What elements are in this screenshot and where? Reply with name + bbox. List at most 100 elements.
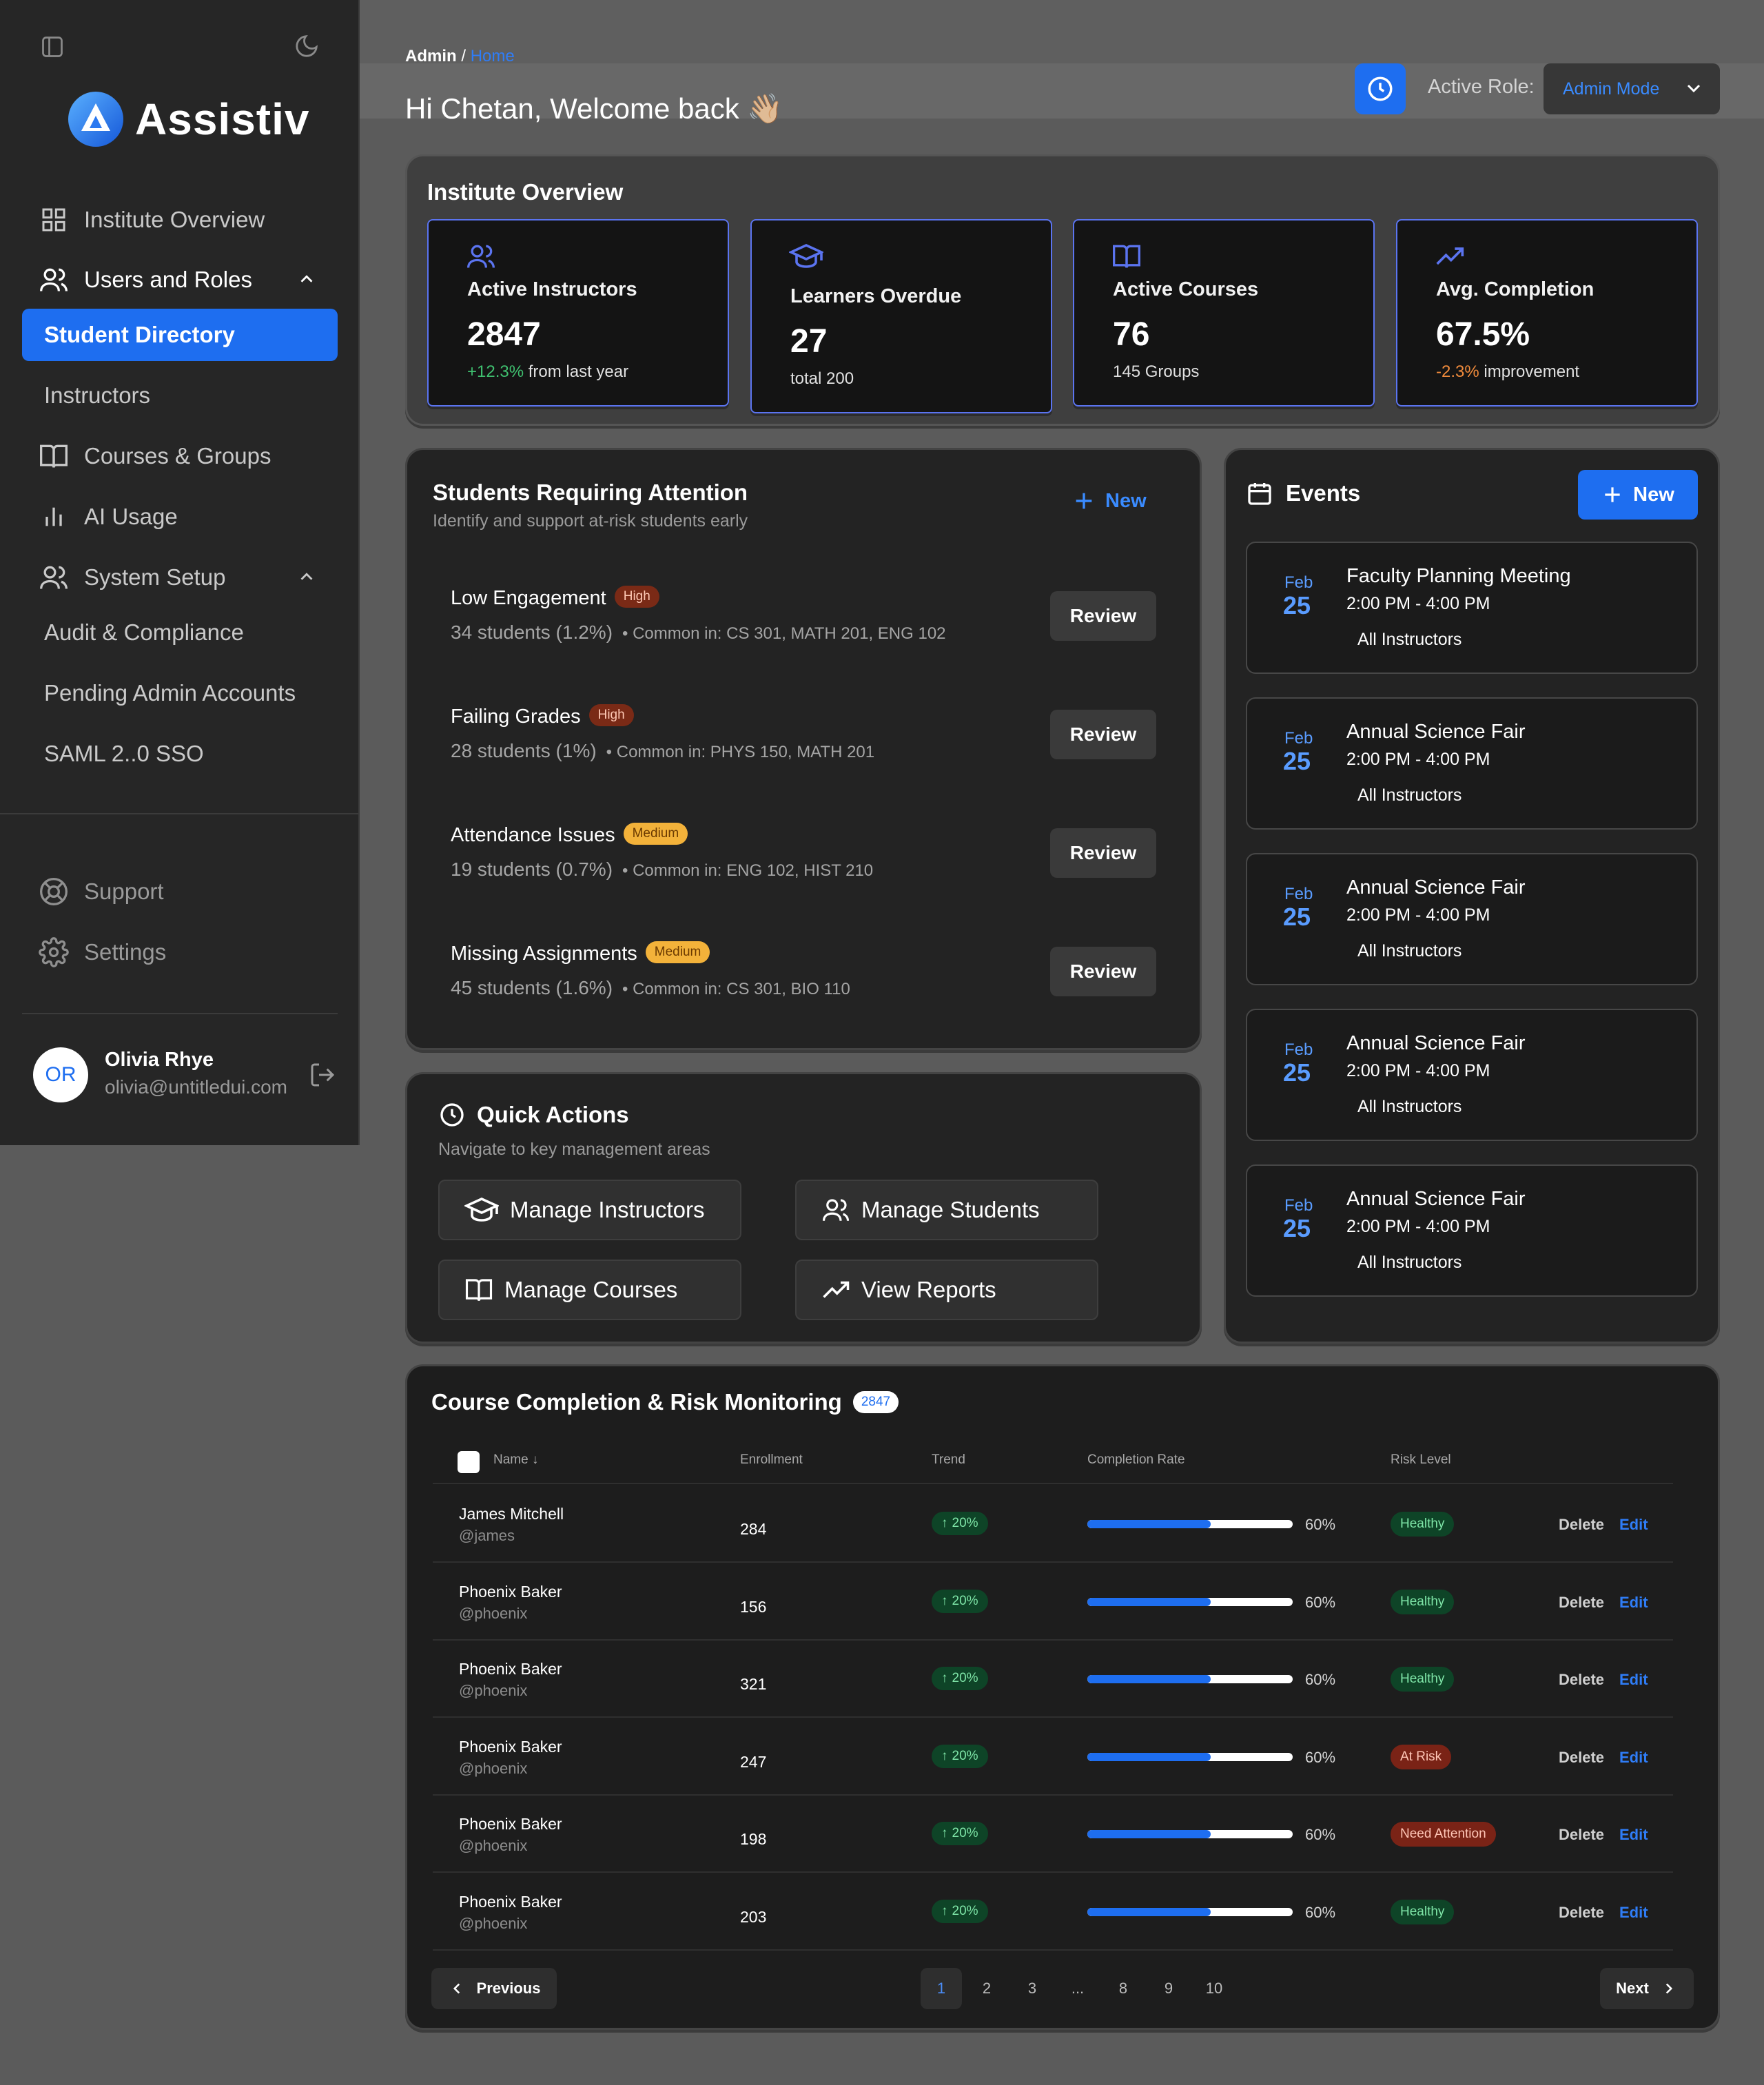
completion-bar-fill (1087, 1675, 1211, 1683)
review-button[interactable]: Review (1050, 828, 1156, 878)
attention-new-button[interactable]: New (1072, 489, 1147, 513)
delete-button[interactable]: Delete (1559, 1749, 1605, 1766)
breadcrumb-root[interactable]: Admin (405, 47, 457, 65)
breadcrumb-current[interactable]: Home (470, 47, 515, 65)
delete-button[interactable]: Delete (1559, 1904, 1605, 1921)
column-header-trend[interactable]: Trend (932, 1452, 965, 1467)
event-time: 2:00 PM - 4:00 PM (1346, 750, 1490, 769)
logout-icon[interactable] (309, 1061, 336, 1089)
stat-card-active-courses[interactable]: Active Courses 76 145 Groups (1073, 219, 1375, 407)
stat-label: Active Instructors (467, 278, 637, 300)
trend-badge: ↑ 20% (932, 1590, 988, 1613)
breadcrumb-separator: / (461, 47, 466, 65)
nav-support[interactable]: Support (22, 865, 338, 918)
nav-audit-compliance[interactable]: Audit & Compliance (22, 606, 338, 659)
active-role-select[interactable]: Admin Mode (1544, 63, 1720, 114)
edit-button[interactable]: Edit (1619, 1516, 1648, 1533)
moon-icon[interactable] (294, 33, 320, 59)
nav-ai-usage[interactable]: AI Usage (22, 491, 338, 543)
attention-item-desc: 45 students (1.6%) • Common in: CS 301, B… (451, 977, 850, 999)
select-all-checkbox[interactable] (458, 1451, 480, 1473)
stat-label: Active Courses (1113, 278, 1259, 300)
nav-pending-admin[interactable]: Pending Admin Accounts (22, 667, 338, 719)
graduation-cap-icon (789, 241, 823, 271)
edit-button[interactable]: Edit (1619, 1594, 1648, 1611)
trend-value: 20% (952, 1904, 978, 1918)
avatar[interactable]: OR (33, 1047, 88, 1102)
clock-button[interactable] (1355, 63, 1406, 114)
nav-saml-sso[interactable]: SAML 2..0 SSO (22, 728, 338, 780)
column-header-completion[interactable]: Completion Rate (1087, 1452, 1185, 1467)
nav-settings[interactable]: Settings (22, 926, 338, 978)
column-header-enrollment[interactable]: Enrollment (740, 1452, 803, 1467)
table-row[interactable]: Phoenix Baker @phoenix 156 ↑ 20% 60% Healthy De… (433, 1563, 1673, 1641)
sidebar-toggle-icon[interactable] (40, 34, 65, 59)
events-title: Events (1286, 480, 1361, 506)
table-row[interactable]: Phoenix Baker @phoenix 321 ↑ 20% 60% Healthy De… (433, 1641, 1673, 1718)
nav-users-and-roles[interactable]: Users and Roles (22, 254, 338, 306)
chevron-up-icon[interactable] (296, 269, 317, 289)
events-new-button[interactable]: New (1578, 470, 1698, 520)
table-row[interactable]: Phoenix Baker @phoenix 203 ↑ 20% 60% Healthy De… (433, 1873, 1673, 1951)
events-header: Events (1246, 480, 1360, 507)
event-card[interactable]: Feb 25 Annual Science Fair 2:00 PM - 4:0… (1246, 1164, 1698, 1297)
stat-card-avg-completion[interactable]: Avg. Completion 67.5% -2.3% improvement (1396, 219, 1698, 407)
completion-value: 60% (1305, 1904, 1336, 1921)
next-button[interactable]: Next (1600, 1968, 1694, 2009)
stat-card-learners-overdue[interactable]: Learners Overdue 27 total 200 (750, 219, 1052, 413)
nav-student-directory[interactable]: Student Directory (22, 309, 338, 361)
page-button[interactable]: 9 (1164, 1980, 1173, 1997)
view-reports-button[interactable]: View Reports (795, 1260, 1098, 1320)
severity-badge: High (614, 586, 659, 608)
severity-badge: Medium (645, 941, 710, 964)
delete-button[interactable]: Delete (1559, 1516, 1605, 1533)
edit-button[interactable]: Edit (1619, 1904, 1648, 1921)
edit-button[interactable]: Edit (1619, 1749, 1648, 1766)
completion-value: 60% (1305, 1516, 1336, 1533)
event-card[interactable]: Feb 25 Annual Science Fair 2:00 PM - 4:0… (1246, 697, 1698, 830)
page-button[interactable]: 2 (982, 1980, 992, 1997)
delete-button[interactable]: Delete (1559, 1594, 1605, 1611)
event-day: 25 (1283, 747, 1311, 775)
student-name: Phoenix Baker (459, 1660, 562, 1678)
course-completion-panel (405, 1364, 1720, 2030)
page-button[interactable]: 8 (1118, 1980, 1128, 1997)
review-button[interactable]: Review (1050, 591, 1156, 641)
edit-button[interactable]: Edit (1619, 1671, 1648, 1688)
review-button[interactable]: Review (1050, 710, 1156, 759)
page-button[interactable]: 10 (1205, 1980, 1223, 1997)
edit-button[interactable]: Edit (1619, 1826, 1648, 1843)
table-row[interactable]: Phoenix Baker @phoenix 247 ↑ 20% 60% At Risk De… (433, 1718, 1673, 1796)
student-handle: @phoenix (459, 1915, 528, 1932)
column-header-risk[interactable]: Risk Level (1391, 1452, 1451, 1467)
nav-instructors[interactable]: Instructors (22, 369, 338, 422)
completion-bar-fill (1087, 1753, 1211, 1761)
manage-students-button[interactable]: Manage Students (795, 1180, 1098, 1240)
review-button[interactable]: Review (1050, 947, 1156, 996)
nav-system-setup[interactable]: System Setup (22, 551, 338, 604)
table-row[interactable]: Phoenix Baker @phoenix 198 ↑ 20% 60% Need Atte… (433, 1796, 1673, 1873)
column-header-name[interactable]: Name ↓ (493, 1452, 538, 1468)
nav-institute-overview[interactable]: Institute Overview (22, 194, 338, 246)
event-audience: All Instructors (1357, 941, 1462, 961)
manage-instructors-button[interactable]: Manage Instructors (438, 1180, 741, 1240)
delete-button[interactable]: Delete (1559, 1671, 1605, 1688)
nav-courses-groups[interactable]: Courses & Groups (22, 430, 338, 482)
event-card[interactable]: Feb 25 Faculty Planning Meeting 2:00 PM … (1246, 542, 1698, 674)
delete-button[interactable]: Delete (1559, 1826, 1605, 1843)
event-card[interactable]: Feb 25 Annual Science Fair 2:00 PM - 4:0… (1246, 1009, 1698, 1141)
page-title: Hi Chetan, Welcome back 👋🏼 (405, 92, 783, 125)
chevron-up-icon[interactable] (296, 566, 317, 587)
nav-label: Users and Roles (84, 267, 252, 292)
manage-courses-button[interactable]: Manage Courses (438, 1260, 741, 1320)
page-button[interactable]: 1 (921, 1968, 962, 2009)
previous-button[interactable]: Previous (431, 1968, 557, 2009)
stat-card-active-instructors[interactable]: Active Instructors 2847 +12.3% from last… (427, 219, 729, 407)
page-button[interactable]: 3 (1027, 1980, 1037, 1997)
sidebar-divider (0, 813, 358, 814)
trending-up-icon (1435, 241, 1465, 271)
table-row[interactable]: James Mitchell @james 284 ↑ 20% 60% Healthy Del… (433, 1486, 1673, 1563)
enrollment-value: 247 (740, 1753, 767, 1771)
trend-badge: ↑ 20% (932, 1822, 988, 1845)
event-card[interactable]: Feb 25 Annual Science Fair 2:00 PM - 4:0… (1246, 853, 1698, 985)
